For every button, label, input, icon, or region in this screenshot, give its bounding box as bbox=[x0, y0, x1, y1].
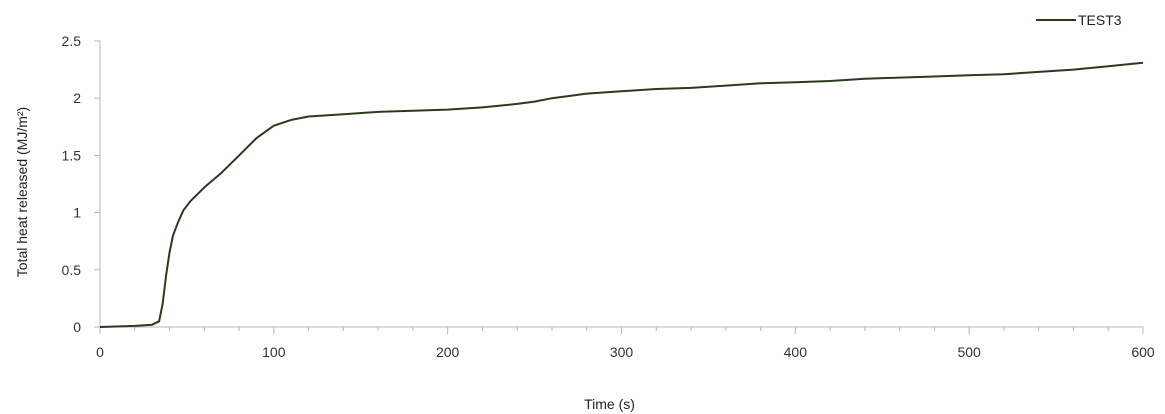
y-tick-label: 1 bbox=[73, 205, 81, 221]
legend-label-test3: TEST3 bbox=[1078, 12, 1122, 28]
x-tick-label: 600 bbox=[1131, 344, 1155, 360]
y-tick-label: 0.5 bbox=[62, 262, 82, 278]
y-tick-label: 2 bbox=[73, 90, 81, 106]
x-tick-label: 400 bbox=[784, 344, 808, 360]
y-axis-title: Total heat released (MJ/m²) bbox=[14, 107, 30, 277]
y-tick-label: 1.5 bbox=[62, 147, 82, 163]
x-axis-title: Time (s) bbox=[584, 396, 635, 412]
x-axis-ticks: 0 100 200 300 400 500 600 bbox=[96, 327, 1155, 360]
series-line-test3 bbox=[99, 61, 1144, 328]
y-tick-label: 2.5 bbox=[62, 33, 82, 49]
y-tick-label: 0 bbox=[73, 319, 81, 335]
x-tick-label: 300 bbox=[610, 344, 634, 360]
x-tick-label: 100 bbox=[262, 344, 286, 360]
x-tick-label: 500 bbox=[957, 344, 981, 360]
series-layer bbox=[99, 61, 1144, 328]
x-tick-label: 0 bbox=[96, 344, 104, 360]
x-tick-label: 200 bbox=[436, 344, 460, 360]
y-axis-ticks: 0 0.5 1 1.5 2 2.5 bbox=[62, 33, 100, 335]
legend: TEST3 bbox=[1036, 12, 1122, 28]
